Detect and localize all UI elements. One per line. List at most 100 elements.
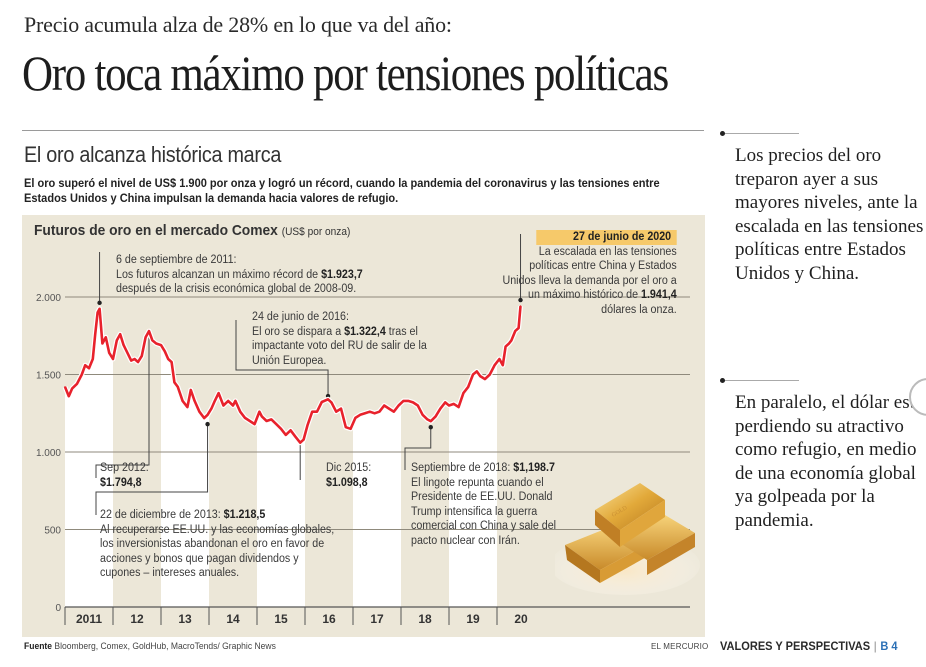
data-point xyxy=(349,428,352,430)
data-point xyxy=(160,344,162,346)
data-point xyxy=(126,352,129,354)
data-point xyxy=(345,426,347,429)
data-point xyxy=(173,381,176,384)
data-point xyxy=(98,308,101,310)
data-point xyxy=(167,358,169,360)
data-point xyxy=(504,345,507,348)
x-tick-label: 16 xyxy=(322,612,336,626)
data-point xyxy=(378,410,381,413)
data-point xyxy=(472,373,474,376)
data-point xyxy=(141,355,143,357)
data-point xyxy=(122,344,125,346)
data-point xyxy=(112,358,114,360)
annotation-date: Sep 2012: xyxy=(100,462,149,474)
data-point xyxy=(373,412,376,415)
date-badge: 27 de junio de 2020 xyxy=(535,230,677,245)
data-point xyxy=(476,370,478,373)
data-point xyxy=(316,410,318,413)
data-point xyxy=(96,311,99,314)
data-point xyxy=(489,373,491,376)
annotation-dot xyxy=(518,297,523,303)
data-point xyxy=(508,342,510,345)
data-point xyxy=(439,407,442,410)
data-point xyxy=(88,367,90,370)
annotation-peak-2011: 6 de septiembre de 2011: Los futuros alc… xyxy=(116,253,363,297)
x-tick-label: 13 xyxy=(178,612,192,626)
y-tick-label: 500 xyxy=(44,526,61,537)
data-point xyxy=(177,386,179,388)
data-point xyxy=(84,364,86,367)
annotation-date: 22 de diciembre de 2013: $1.218,5 xyxy=(100,509,266,521)
y-tick-label: 1.000 xyxy=(36,448,61,459)
data-point xyxy=(280,428,282,430)
annotation-text: Los futuros alcanzan un máximo récord de… xyxy=(116,268,363,281)
annotation-text: La escalada en las tensiones políticas e… xyxy=(502,245,677,302)
x-tick-label: 18 xyxy=(418,612,432,626)
annotation-date: 24 de junio de 2016: xyxy=(252,311,349,323)
annotation-jun-2016: 24 de junio de 2016: El oro se dispara a… xyxy=(252,310,452,368)
chart-title-text: Futuros de oro en el mercado Comex xyxy=(34,222,278,239)
data-point xyxy=(81,373,83,376)
data-point xyxy=(434,415,437,418)
data-point xyxy=(462,392,465,394)
data-point xyxy=(206,414,209,416)
data-point xyxy=(130,359,132,362)
section-title: El oro alcanza histórica marca xyxy=(24,142,282,167)
annotation-dec-2015: Dic 2015: $1.098,8 xyxy=(326,461,371,490)
data-point xyxy=(193,400,196,402)
x-tick-label: 15 xyxy=(274,612,288,626)
data-point xyxy=(101,342,104,345)
data-point xyxy=(354,417,357,419)
data-point xyxy=(302,438,305,441)
annotation-leader xyxy=(235,320,329,397)
data-point xyxy=(383,404,386,407)
data-point xyxy=(321,401,323,403)
data-point xyxy=(393,410,395,413)
data-point xyxy=(234,400,237,402)
data-point xyxy=(417,404,419,407)
section-label: VALORES Y PERSPECTIVAS | B 4 xyxy=(720,639,898,653)
annotation-date: Septiembre de 2018: $1,198.7 xyxy=(411,462,555,474)
data-point xyxy=(407,400,410,402)
data-point xyxy=(249,420,251,422)
data-point xyxy=(335,410,338,413)
data-point xyxy=(137,361,139,363)
chart-title: Futuros de oro en el mercado Comex (US$ … xyxy=(34,222,350,239)
data-point xyxy=(186,406,189,408)
data-point xyxy=(214,400,216,402)
data-point xyxy=(498,358,501,360)
annotation-sep-2018: Septiembre de 2018: $1,198.7 El lingote … xyxy=(411,461,564,548)
data-point xyxy=(210,407,213,410)
annotation-text: después de la crisis económica global de… xyxy=(116,283,357,295)
data-point xyxy=(426,418,429,421)
data-point xyxy=(244,417,246,419)
data-point xyxy=(517,327,520,329)
data-point xyxy=(510,339,513,342)
data-point xyxy=(327,398,329,401)
data-point xyxy=(270,418,273,421)
data-point xyxy=(217,392,220,394)
y-tick-label: 0 xyxy=(55,603,61,614)
source-note: Fuente Bloomberg, Comex, GoldHub, MacroT… xyxy=(24,641,276,652)
data-point xyxy=(108,352,110,354)
data-point xyxy=(116,339,118,342)
data-point xyxy=(94,333,96,336)
data-point xyxy=(444,401,447,404)
data-point xyxy=(340,407,342,410)
data-point xyxy=(71,387,73,390)
data-point xyxy=(448,404,450,407)
data-point xyxy=(76,383,78,385)
x-tick-label: 17 xyxy=(370,612,384,626)
divider xyxy=(22,130,704,131)
data-point xyxy=(289,429,292,432)
data-point xyxy=(412,401,414,404)
kicker: Precio acumula alza de 28% en lo que va … xyxy=(24,12,452,37)
data-point xyxy=(402,400,405,402)
annotation-dec-2013: 22 de diciembre de 2013: $1.218,5 Al rec… xyxy=(100,508,337,581)
data-point xyxy=(148,330,150,332)
shaded-year-band xyxy=(449,306,497,607)
data-point xyxy=(430,420,432,423)
data-point xyxy=(294,435,297,438)
annotation-value: $1.098,8 xyxy=(326,476,368,489)
